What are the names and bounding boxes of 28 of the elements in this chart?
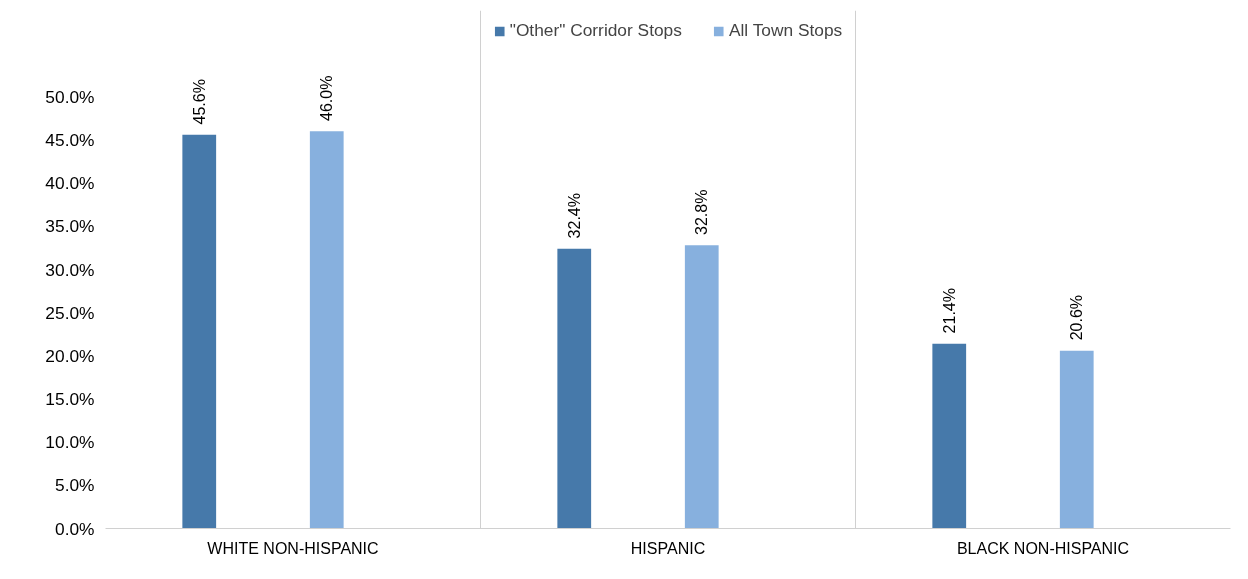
data-label: 32.8% (693, 189, 711, 235)
y-tick-label: 5.0% (55, 475, 95, 496)
data-label: 20.6% (1068, 294, 1086, 341)
data-label: 45.6% (190, 79, 208, 125)
data-label: 46.0% (318, 75, 336, 122)
legend-label: All Town Stops (728, 20, 843, 41)
y-tick-label: 10.0% (45, 432, 95, 453)
bar (309, 131, 344, 529)
x-tick-label: BLACK NON-HISPANIC (956, 539, 1130, 557)
y-tick-label: 30.0% (45, 259, 95, 280)
x-tick-label: HISPANIC (630, 539, 706, 557)
data-label: 21.4% (940, 288, 958, 334)
bar (182, 134, 217, 529)
y-tick-label: 25.0% (45, 302, 95, 323)
data-label: 32.4% (565, 193, 583, 239)
bar (1059, 350, 1094, 529)
bar (684, 245, 719, 529)
bar (932, 343, 967, 529)
x-tick-label: WHITE NON-HISPANIC (207, 539, 379, 557)
y-tick-label: 15.0% (45, 389, 95, 409)
y-tick-label: 50.0% (45, 86, 95, 107)
y-tick-label: 45.0% (45, 130, 95, 150)
y-tick-label: 0.0% (55, 518, 95, 539)
legend-label: "Other" Corridor Stops (509, 20, 682, 41)
y-tick-label: 35.0% (45, 216, 95, 237)
bar (557, 248, 592, 529)
y-tick-label: 20.0% (45, 345, 95, 366)
y-tick-label: 40.0% (45, 173, 95, 194)
